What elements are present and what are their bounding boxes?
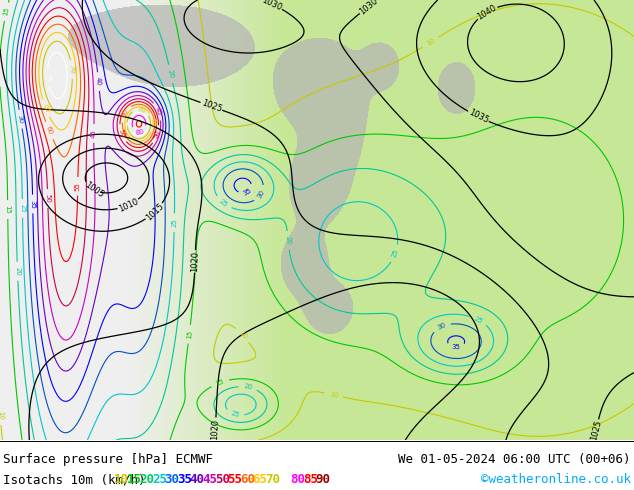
Text: 1025: 1025 (589, 419, 603, 442)
Text: 55: 55 (228, 473, 242, 486)
Text: 45: 45 (202, 473, 217, 486)
Text: 10: 10 (328, 391, 339, 399)
Text: 1040: 1040 (476, 3, 498, 22)
Text: 1035: 1035 (467, 108, 489, 125)
Text: 25: 25 (218, 198, 229, 208)
Text: We 01-05-2024 06:00 UTC (00+06): We 01-05-2024 06:00 UTC (00+06) (399, 453, 631, 466)
Text: 15: 15 (4, 205, 11, 214)
Text: 1005: 1005 (82, 180, 105, 199)
Text: 45: 45 (91, 129, 97, 138)
Text: 60: 60 (45, 125, 54, 136)
Text: 1030: 1030 (358, 0, 380, 16)
Text: 25: 25 (171, 219, 178, 227)
Text: 35: 35 (242, 187, 253, 196)
Text: 10: 10 (425, 37, 436, 47)
Text: 25: 25 (20, 204, 25, 213)
Text: 60: 60 (120, 108, 130, 119)
Text: 30: 30 (164, 473, 179, 486)
Text: 55: 55 (117, 128, 126, 139)
Text: 70: 70 (136, 106, 146, 114)
Text: 80: 80 (135, 128, 145, 136)
Text: 50: 50 (153, 129, 161, 140)
Text: 65: 65 (41, 103, 50, 113)
Text: ©weatheronline.co.uk: ©weatheronline.co.uk (481, 473, 631, 486)
Text: 1030: 1030 (260, 0, 283, 13)
Text: 90: 90 (316, 473, 330, 486)
Text: 75: 75 (278, 473, 293, 486)
Text: 55: 55 (75, 182, 81, 191)
Text: 40: 40 (190, 473, 205, 486)
Text: 20: 20 (285, 236, 292, 245)
Text: 1015: 1015 (144, 201, 165, 222)
Text: 80: 80 (290, 473, 306, 486)
Text: 1025: 1025 (200, 98, 223, 114)
Text: 25: 25 (473, 315, 484, 324)
Text: 75: 75 (126, 119, 133, 128)
Text: 20: 20 (139, 473, 154, 486)
Text: 20: 20 (243, 384, 253, 391)
Text: 40: 40 (95, 77, 102, 86)
Text: 10: 10 (0, 411, 4, 420)
Text: 35: 35 (30, 199, 36, 209)
Text: 10: 10 (114, 473, 129, 486)
Text: 20: 20 (167, 69, 174, 79)
Text: 70: 70 (265, 473, 280, 486)
Text: 50: 50 (215, 473, 230, 486)
Text: 25: 25 (152, 473, 167, 486)
Text: Isotachs 10m (km/h): Isotachs 10m (km/h) (3, 473, 153, 486)
Text: 1010: 1010 (117, 196, 140, 214)
Text: 45: 45 (154, 106, 163, 117)
Text: 75: 75 (44, 73, 51, 82)
Text: 20: 20 (15, 267, 21, 276)
Text: 35: 35 (177, 473, 192, 486)
Text: 85: 85 (303, 473, 318, 486)
Text: 70: 70 (68, 65, 75, 74)
Text: 15: 15 (186, 329, 193, 339)
Text: 15: 15 (215, 378, 225, 387)
Text: 35: 35 (451, 344, 460, 351)
Text: 1020: 1020 (210, 418, 221, 440)
Text: 30: 30 (17, 114, 24, 124)
Text: 65: 65 (149, 118, 156, 127)
Text: 25: 25 (391, 248, 399, 259)
Text: 10: 10 (237, 330, 248, 341)
Text: 60: 60 (240, 473, 255, 486)
Text: 30: 30 (436, 322, 447, 331)
Text: 1020: 1020 (190, 251, 200, 272)
Text: 30: 30 (256, 189, 266, 199)
Text: 25: 25 (230, 410, 240, 418)
Text: 15: 15 (3, 7, 10, 17)
Text: Surface pressure [hPa] ECMWF: Surface pressure [hPa] ECMWF (3, 453, 213, 466)
Text: 50: 50 (44, 194, 51, 203)
Text: 65: 65 (252, 473, 268, 486)
Text: 15: 15 (127, 473, 141, 486)
